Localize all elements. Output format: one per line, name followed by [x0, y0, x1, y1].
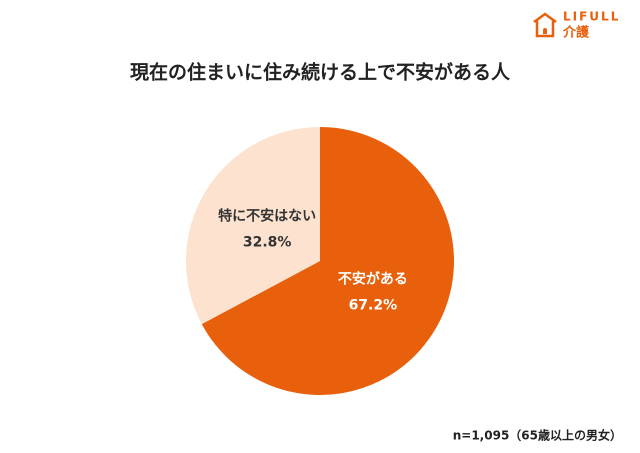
value-label: 67.2% [349, 298, 398, 314]
logo-icon-door [543, 28, 547, 34]
chart-title: 現在の住まいに住み続ける上で不安がある人 [130, 61, 511, 84]
logo-icon [533, 12, 557, 38]
value-label: 32.8% [243, 234, 292, 250]
note: n=1,095（65歳以上の男女） [453, 428, 622, 443]
slice-label: 不安がある [338, 271, 408, 288]
pie-slice [201, 127, 454, 395]
logo: LIFULL 介護 [533, 10, 620, 41]
pie-slice [185, 127, 320, 325]
slice-label: 特に不安はない [218, 207, 316, 224]
logo-brand: LIFULL [563, 10, 620, 24]
logo-service: 介護 [562, 25, 590, 41]
